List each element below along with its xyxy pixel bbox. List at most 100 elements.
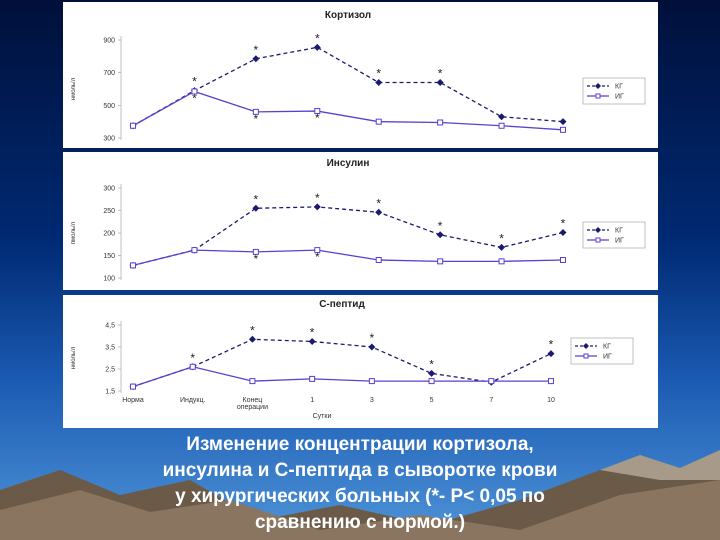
data-point [436,78,444,86]
data-point [437,119,444,126]
y-axis-label: нмоль/л [71,346,77,369]
y-tick-label: 1,5 [105,389,115,396]
series-line [132,90,564,131]
y-axis-label: нмоль/л [71,77,77,100]
data-point [252,204,260,212]
data-point [249,378,256,385]
caption-line-1: Изменение концентрации кортизола, [186,434,534,455]
significance-star: * [254,43,259,57]
x-tick-label: 5 [430,397,434,404]
data-point [191,247,198,254]
series-line [132,366,551,388]
legend-label: ИГ [603,354,612,361]
chart-title: Инсулин [327,158,370,169]
significance-star: * [315,111,320,125]
data-point [313,203,321,211]
legend-box [570,337,634,365]
y-tick-label: 2,5 [105,367,115,374]
data-point [375,78,383,86]
y-tick-label: 300 [103,186,115,193]
legend-marker [583,353,589,359]
significance-star: * [315,250,320,264]
legend-label: ИГ [615,94,624,101]
y-tick-label: 500 [103,103,115,110]
y-tick-label: 150 [103,253,115,260]
data-point [252,248,259,255]
c-peptide-chart-panel: С-пептид нмоль/л 1,5 2,5 3,5 4,5 Норма Индукц. К… [63,295,658,428]
y-tick-label: 900 [103,38,115,45]
x-tick-label: Конец [243,397,263,404]
caption-line-4: сравнению с нормой.) [254,512,466,533]
chart-svg: Кортизол нмоль/л 300 500 700 900 * * * * * * * * КГ ИГ [71,10,646,143]
data-point [436,231,444,239]
y-tick-label: 100 [103,276,115,283]
series-line [132,338,552,388]
significance-star: * [438,219,443,233]
data-point [437,258,444,265]
x-tick-label: 3 [370,397,374,404]
significance-star: * [192,91,197,105]
x-axis-label: Сутки [313,413,332,420]
data-point [375,118,382,125]
x-tick-label: 7 [489,397,493,404]
data-point [130,383,136,390]
significance-star: * [549,338,554,352]
data-point [547,350,555,358]
data-point [498,258,505,265]
chart-title: С-пептид [319,299,365,310]
data-point [313,43,321,51]
data-point [428,369,436,377]
significance-star: * [315,191,320,205]
legend-label: ИГ [615,238,624,245]
legend-marker [595,83,601,89]
legend-marker [595,237,601,243]
significance-star: * [254,192,259,206]
significance-star: * [254,252,259,266]
data-point [252,55,260,63]
x-tick-label: 10 [547,397,555,404]
legend-marker [583,343,589,349]
data-point [130,262,136,269]
data-point [248,335,256,343]
data-point [308,338,316,345]
slide-caption: Изменение концентрации кортизола, инсули… [90,432,630,536]
significance-star: * [376,66,381,80]
data-point [375,208,383,216]
legend-marker [595,227,601,233]
chart-title: Кортизол [325,10,371,21]
data-point [498,243,506,251]
data-point [498,122,505,129]
data-point [375,257,382,263]
significance-star: * [250,323,255,337]
significance-star: * [429,357,434,371]
chart-svg: С-пептид нмоль/л 1,5 2,5 3,5 4,5 Норма Индукц. К… [71,299,634,420]
legend-label: КГ [615,84,623,91]
y-tick-label: 300 [103,136,115,143]
data-point [314,247,321,254]
data-point [309,375,316,382]
data-point [559,229,567,237]
y-tick-label: 250 [103,208,115,215]
significance-star: * [254,112,259,126]
data-point [130,122,136,129]
chart-svg: Инсулин пмоль/л 100 150 200 250 300 * * * * * * * * КГ И… [71,158,646,283]
y-tick-label: 3,5 [105,345,115,352]
y-tick-label: 700 [103,70,115,77]
insulin-chart-panel: Инсулин пмоль/л 100 150 200 250 300 * * * * * * * * КГ И… [63,152,658,290]
x-tick-label: Индукц. [180,397,206,404]
significance-star: * [192,75,197,89]
data-point [314,108,321,115]
legend-box [582,77,646,105]
data-point [498,113,506,121]
data-point [559,118,567,126]
significance-star: * [561,217,566,231]
data-point [368,343,376,351]
significance-star: * [370,331,375,345]
y-tick-label: 4,5 [105,323,115,330]
legend-label: КГ [615,228,623,235]
series-line [132,249,564,267]
series-line [132,46,564,127]
x-tick-label: 1 [310,397,314,404]
data-point [428,378,435,385]
